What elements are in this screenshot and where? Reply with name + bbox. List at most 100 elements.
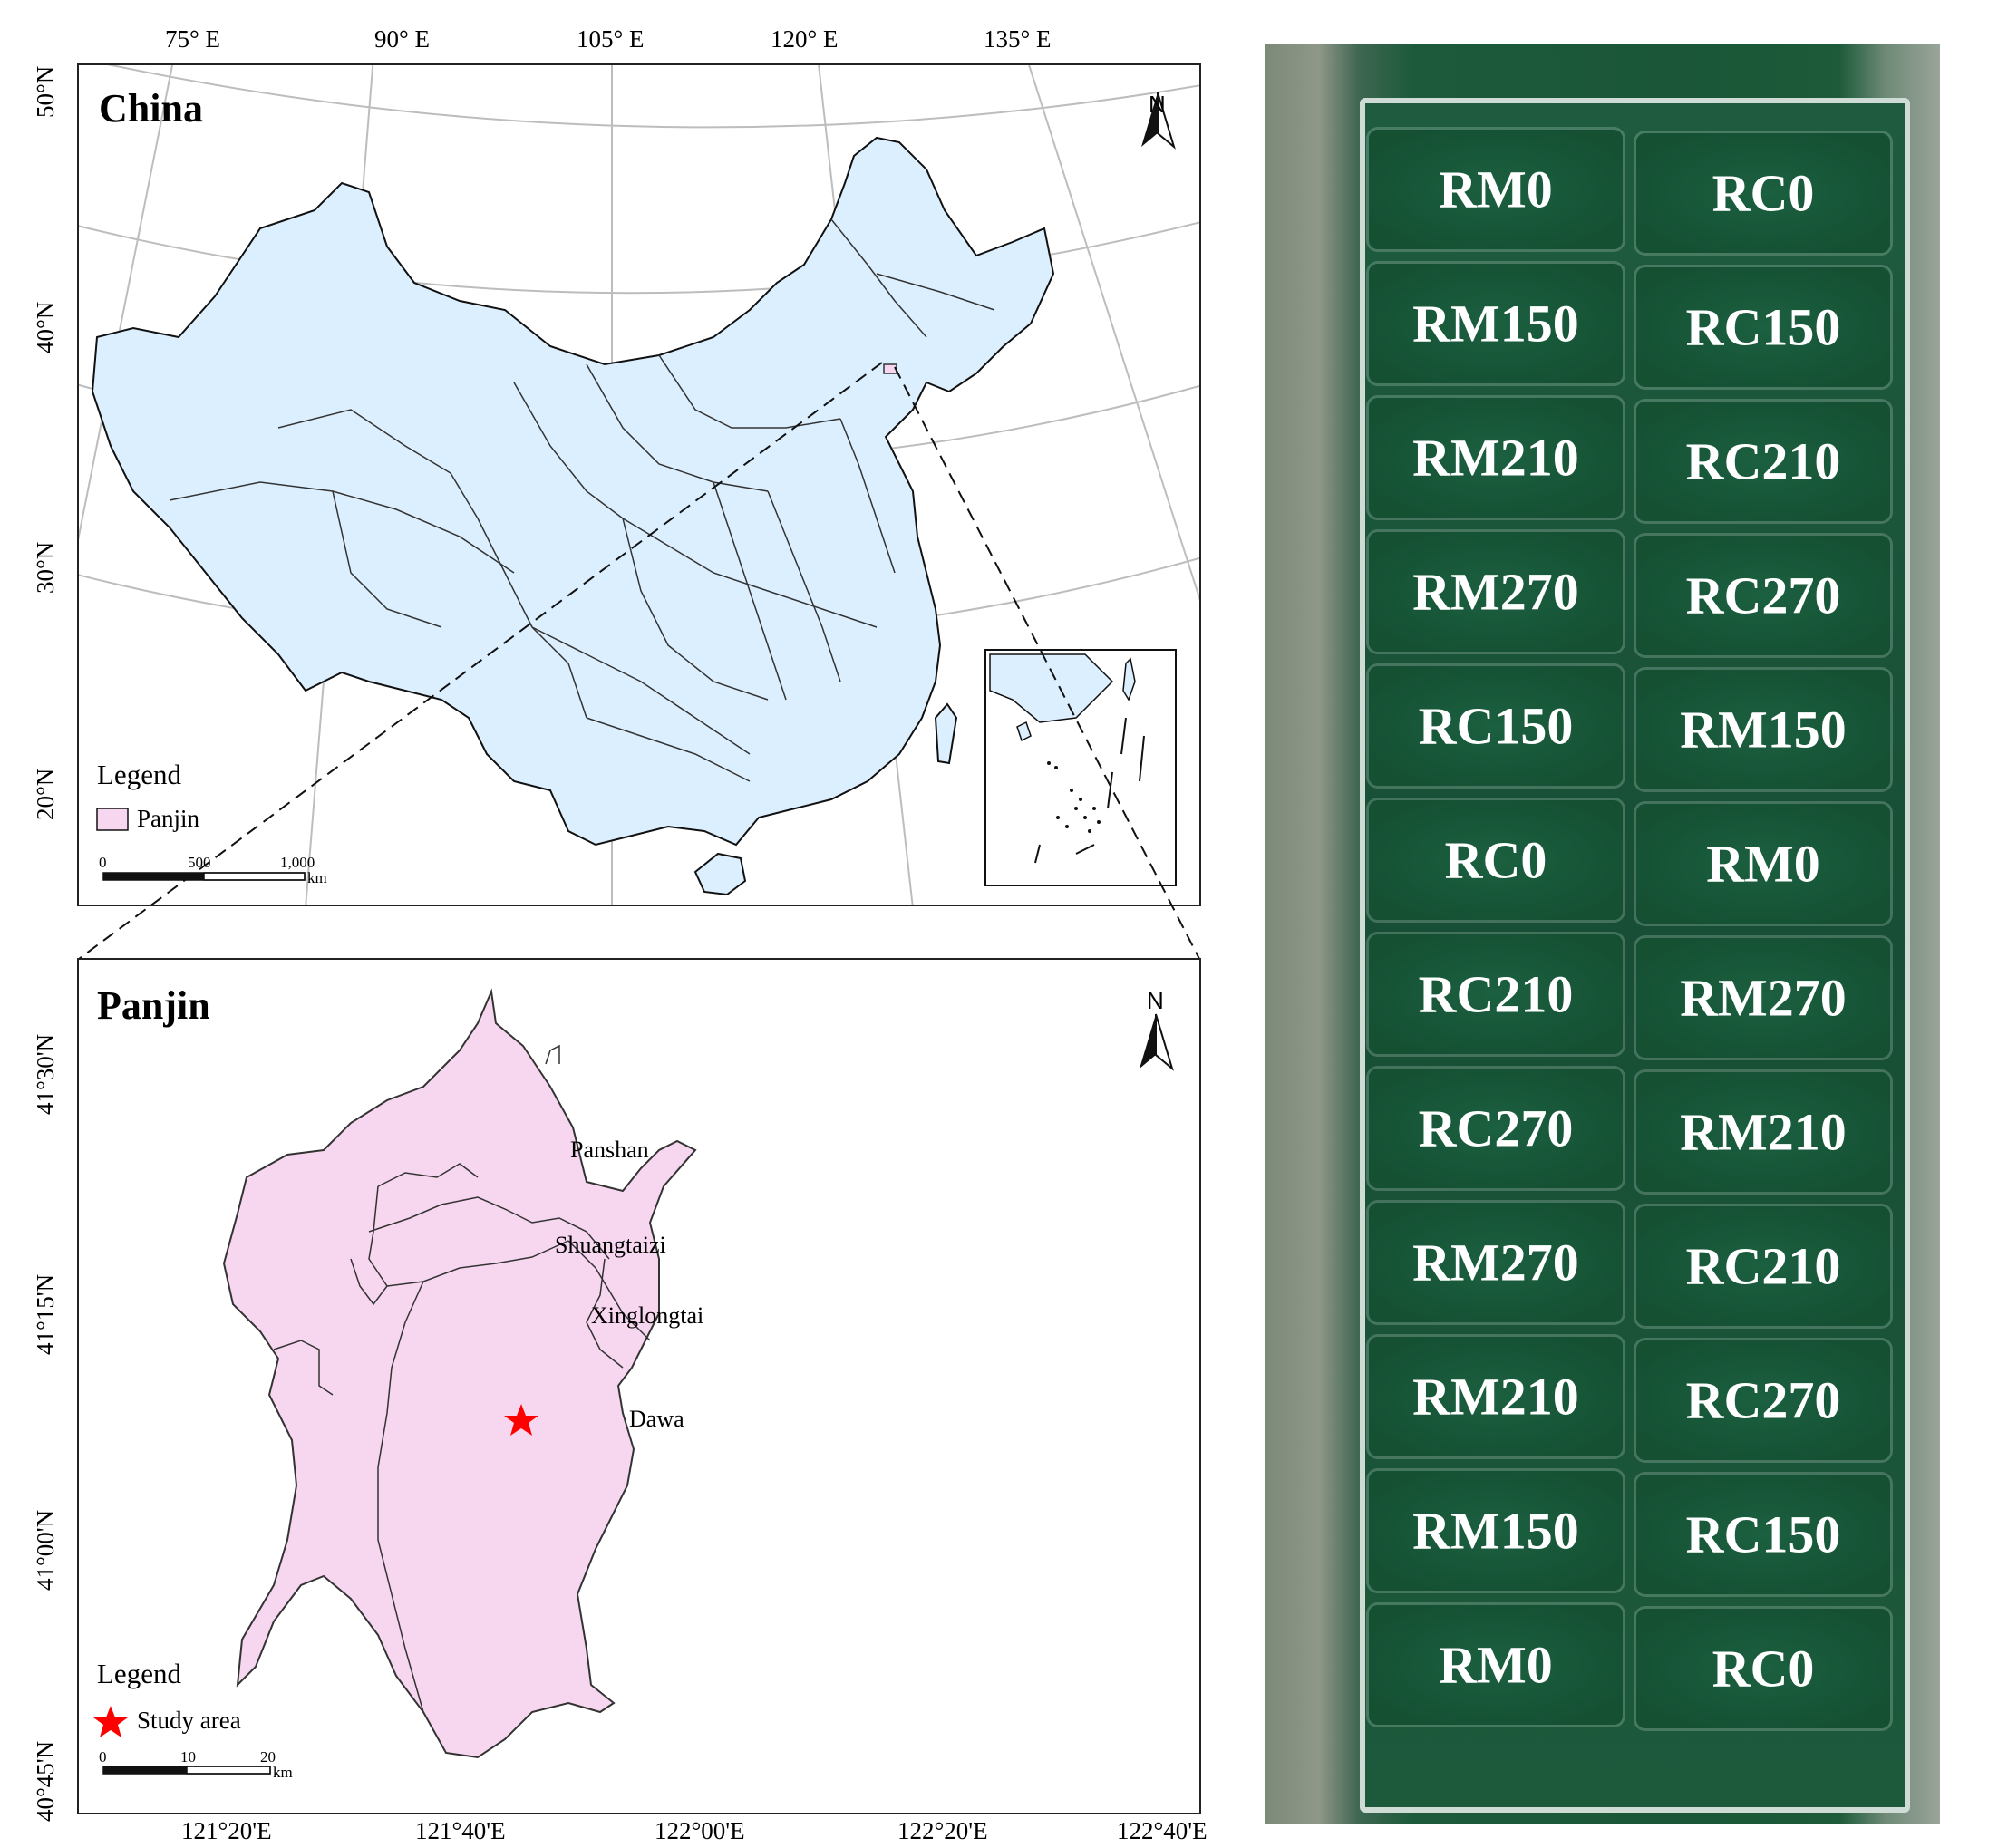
plot-label: RM270 <box>1412 562 1579 622</box>
plot-label: RC150 <box>1685 1505 1841 1564</box>
plot-label: RC0 <box>1444 830 1547 890</box>
plot-label: RC270 <box>1418 1098 1574 1158</box>
panjin-legend-title: Legend <box>97 1658 181 1689</box>
field-plot: RM150 <box>1636 670 1890 789</box>
field-plot: RM270 <box>1636 938 1890 1058</box>
china-scale-label-km: km <box>307 869 327 886</box>
plot-label: RC0 <box>1712 1639 1815 1698</box>
field-plot: RC0 <box>1636 133 1890 253</box>
panjin-scale-label-20: 20 <box>260 1748 276 1766</box>
china-scale-label-1000: 1,000 <box>280 854 315 871</box>
panjin-north-arrow <box>1140 1013 1174 1071</box>
field-plot: RM210 <box>1636 1072 1890 1192</box>
panjin-scale-label-km: km <box>273 1764 293 1781</box>
china-map-svg <box>79 65 1199 905</box>
china-scale-bar <box>102 872 306 881</box>
province-boundaries <box>169 218 995 782</box>
plot-label: RM150 <box>1412 1501 1579 1561</box>
plot-label: RM270 <box>1680 968 1847 1028</box>
field-plot: RC0 <box>1636 1609 1890 1728</box>
field-plot: RM0 <box>1636 804 1890 924</box>
china-scale-label-500: 500 <box>188 854 211 871</box>
panjin-left-tick-4115: 41°15'N <box>32 1273 59 1355</box>
field-plot: RM270 <box>1369 532 1623 652</box>
plot-label: RC210 <box>1685 431 1841 491</box>
china-north-arrow <box>1141 92 1176 150</box>
panjin-scale-label-10: 10 <box>180 1748 196 1766</box>
region-label-panshan: Panshan <box>570 1137 649 1163</box>
plot-label: RM0 <box>1706 834 1820 894</box>
plot-label: RM210 <box>1680 1102 1847 1162</box>
china-top-tick-120: 120° E <box>771 25 839 53</box>
panjin-landmass <box>222 988 697 1759</box>
field-plot: RM0 <box>1369 1605 1623 1725</box>
field-plot: RM270 <box>1369 1203 1623 1322</box>
panjin-left-tick-4130: 41°30'N <box>32 1033 59 1115</box>
plot-label: RC150 <box>1685 297 1841 357</box>
china-top-tick-90: 90° E <box>374 25 431 53</box>
china-top-tick-75: 75° E <box>165 25 221 53</box>
china-top-tick-135: 135° E <box>984 25 1052 53</box>
panjin-bottom-tick-12140: 121°40'E <box>415 1817 506 1844</box>
china-legend-item: Panjin <box>137 805 200 832</box>
plot-label: RM0 <box>1439 1635 1553 1695</box>
taiwan-island <box>934 702 958 765</box>
field-plot: RC270 <box>1636 1340 1890 1460</box>
panjin-map-title: Panjin <box>97 983 210 1028</box>
plot-label: RC270 <box>1685 1370 1841 1430</box>
panjin-north-letter: N <box>1147 987 1164 1014</box>
panjin-bottom-tick-12200: 122°00'E <box>655 1817 745 1844</box>
panjin-bottom-tick-12220: 122°20'E <box>897 1817 988 1844</box>
field-plot: RM210 <box>1369 398 1623 518</box>
field-plot: RC210 <box>1369 934 1623 1054</box>
legend-swatch-panjin <box>96 808 129 831</box>
china-landmass <box>91 136 1055 847</box>
field-plot: RC210 <box>1636 402 1890 521</box>
south-china-sea-inset <box>984 649 1177 886</box>
hainan-island <box>693 852 747 896</box>
panjin-scale-label-0: 0 <box>99 1748 107 1766</box>
panjin-scale-bar <box>102 1766 271 1775</box>
plot-label: RM210 <box>1412 1367 1579 1427</box>
china-map-title: China <box>99 86 203 131</box>
field-plot: RM0 <box>1369 130 1623 249</box>
field-plot: RC150 <box>1636 267 1890 387</box>
study-area-star <box>504 1404 538 1436</box>
plot-label: RC210 <box>1685 1236 1841 1296</box>
legend-star-icon <box>93 1706 128 1737</box>
panjin-bottom-tick-12120: 121°20'E <box>181 1817 272 1844</box>
field-plot: RM150 <box>1369 264 1623 383</box>
china-top-tick-105: 105° E <box>577 25 645 53</box>
field-plot: RM150 <box>1369 1471 1623 1591</box>
panjin-left-tick-4100: 41°00'N <box>32 1509 59 1591</box>
china-legend-title: Legend <box>97 759 181 790</box>
plot-label: RC270 <box>1685 566 1841 625</box>
plot-label: RM270 <box>1412 1233 1579 1292</box>
plot-label: RM210 <box>1412 428 1579 488</box>
plot-label: RM150 <box>1680 700 1847 760</box>
plot-label: RM0 <box>1439 160 1553 219</box>
china-map-panel: China N Legend Panjin 0 500 1,000 km <box>77 63 1201 906</box>
region-label-shuangtaizi: Shuangtaizi <box>555 1232 666 1258</box>
panjin-left-tick-4045: 40°45'N <box>32 1740 59 1822</box>
plot-label: RM150 <box>1412 294 1579 353</box>
field-plot: RC150 <box>1369 666 1623 786</box>
china-north-letter: N <box>1149 91 1166 118</box>
field-plot: RC210 <box>1636 1206 1890 1326</box>
china-scale-label-0: 0 <box>99 854 107 871</box>
panjin-bottom-tick-12240: 122°40'E <box>1117 1817 1208 1844</box>
plot-label: RC150 <box>1418 696 1574 756</box>
region-label-dawa: Dawa <box>629 1406 684 1432</box>
field-plot: RC150 <box>1636 1475 1890 1594</box>
panjin-map-panel: Panjin N Panshan Shuangtaizi Xinglongtai… <box>77 958 1201 1814</box>
field-plot: RM210 <box>1369 1337 1623 1456</box>
field-plot: RC270 <box>1636 536 1890 655</box>
panjin-district-boundaries <box>273 1044 651 1713</box>
field-plot: RC270 <box>1369 1069 1623 1188</box>
field-plot: RC0 <box>1369 800 1623 920</box>
plot-label: RC210 <box>1418 964 1574 1024</box>
plot-label: RC0 <box>1712 163 1815 223</box>
region-label-xinglongtai: Xinglongtai <box>591 1302 704 1329</box>
field-satellite-image: RM0 RC0 RM150 RC150 RM210 RC210 RM270 RC270 RC15… <box>1265 44 1940 1824</box>
